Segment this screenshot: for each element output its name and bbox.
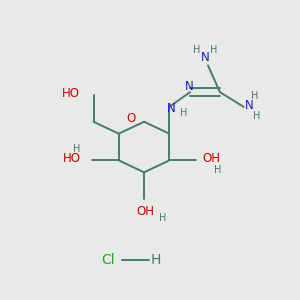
Text: H: H — [180, 108, 187, 118]
Text: H: H — [193, 45, 200, 55]
Text: H: H — [251, 91, 259, 100]
Text: OH: OH — [202, 152, 220, 164]
Text: H: H — [159, 213, 166, 224]
Text: H: H — [214, 165, 221, 175]
Text: H: H — [210, 45, 218, 55]
Text: N: N — [185, 80, 194, 93]
Text: H: H — [73, 144, 80, 154]
Text: H: H — [253, 111, 261, 122]
Text: OH: OH — [136, 205, 154, 218]
Text: Cl: Cl — [102, 253, 115, 267]
Text: HO: HO — [62, 87, 80, 100]
Text: N: N — [167, 102, 176, 115]
Text: H: H — [151, 253, 161, 267]
Text: N: N — [245, 99, 254, 112]
Text: O: O — [126, 112, 135, 125]
Text: N: N — [201, 51, 209, 64]
Text: HO: HO — [63, 152, 81, 165]
